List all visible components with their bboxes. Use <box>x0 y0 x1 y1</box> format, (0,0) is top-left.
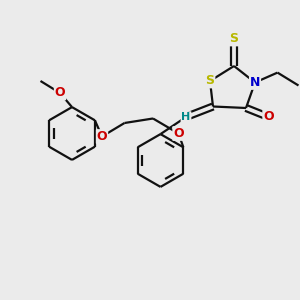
Text: S: S <box>230 32 238 46</box>
Text: H: H <box>182 112 190 122</box>
Text: O: O <box>97 130 107 143</box>
Text: O: O <box>263 110 274 124</box>
Text: N: N <box>250 76 260 89</box>
Text: O: O <box>173 127 184 140</box>
Text: O: O <box>55 86 65 100</box>
Text: S: S <box>206 74 214 88</box>
